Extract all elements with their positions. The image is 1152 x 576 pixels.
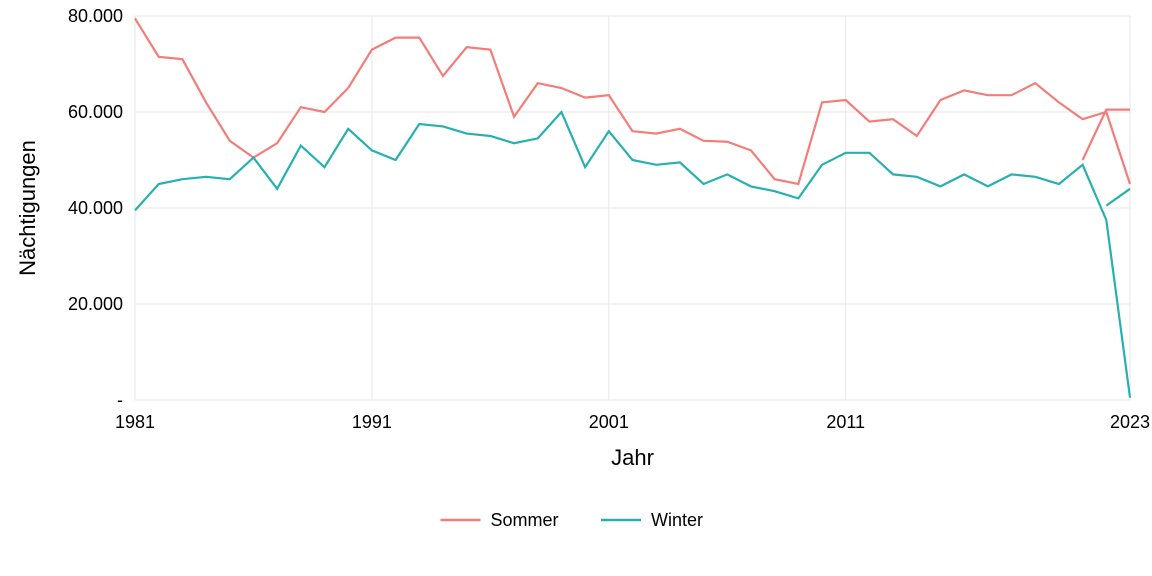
y-tick-label: - <box>117 390 123 410</box>
x-tick-label: 2001 <box>589 412 629 432</box>
y-tick-label: 40.000 <box>68 198 123 218</box>
x-tick-label: 2023 <box>1110 412 1150 432</box>
x-tick-label: 1991 <box>352 412 392 432</box>
y-axis-title: Nächtigungen <box>15 140 40 276</box>
x-axis-title: Jahr <box>611 445 654 470</box>
legend-label-winter: Winter <box>651 510 703 530</box>
y-tick-label: 20.000 <box>68 294 123 314</box>
chart-container: 1981 1991 2001 2011 2023 - 20.000 40.000 60.000 8… <box>0 0 1152 576</box>
x-tick-label: 2011 <box>826 412 865 432</box>
line-chart: 1981 1991 2001 2011 2023 - 20.000 40.000 60.000 8… <box>0 0 1152 576</box>
y-tick-label: 80.000 <box>68 6 123 26</box>
y-tick-label: 60.000 <box>68 102 123 122</box>
chart-background <box>0 0 1152 576</box>
x-tick-label: 1981 <box>115 412 155 432</box>
legend-label-sommer: Sommer <box>491 510 559 530</box>
